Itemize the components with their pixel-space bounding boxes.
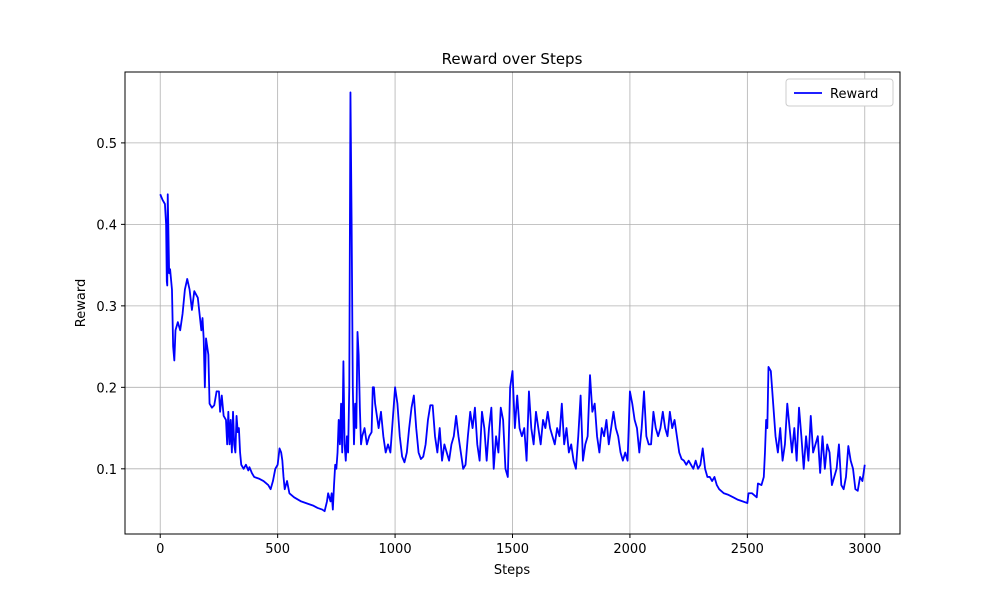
legend-label: Reward [830,87,878,102]
x-tick-label: 0 [156,542,164,557]
y-tick-label: 0.1 [96,463,117,478]
x-tick-label: 500 [265,542,290,557]
y-axis-label: Reward [74,279,89,327]
x-tick-label: 2000 [613,542,646,557]
y-tick-label: 0.4 [96,218,117,233]
x-tick-label: 1500 [496,542,529,557]
x-tick-label: 2500 [731,542,764,557]
line [159,91,866,513]
legend-box [785,78,894,107]
y-tick-label: 0.5 [96,137,117,152]
x-tick-label: 1000 [379,542,412,557]
y-tick-label: 0.3 [96,300,117,315]
y-tick-label: 0.2 [96,381,117,396]
chart-title: Reward over Steps [442,50,583,68]
x-tick-label: 3000 [848,542,881,557]
x-axis-label: Steps [494,563,531,578]
plot-frame [124,71,901,535]
